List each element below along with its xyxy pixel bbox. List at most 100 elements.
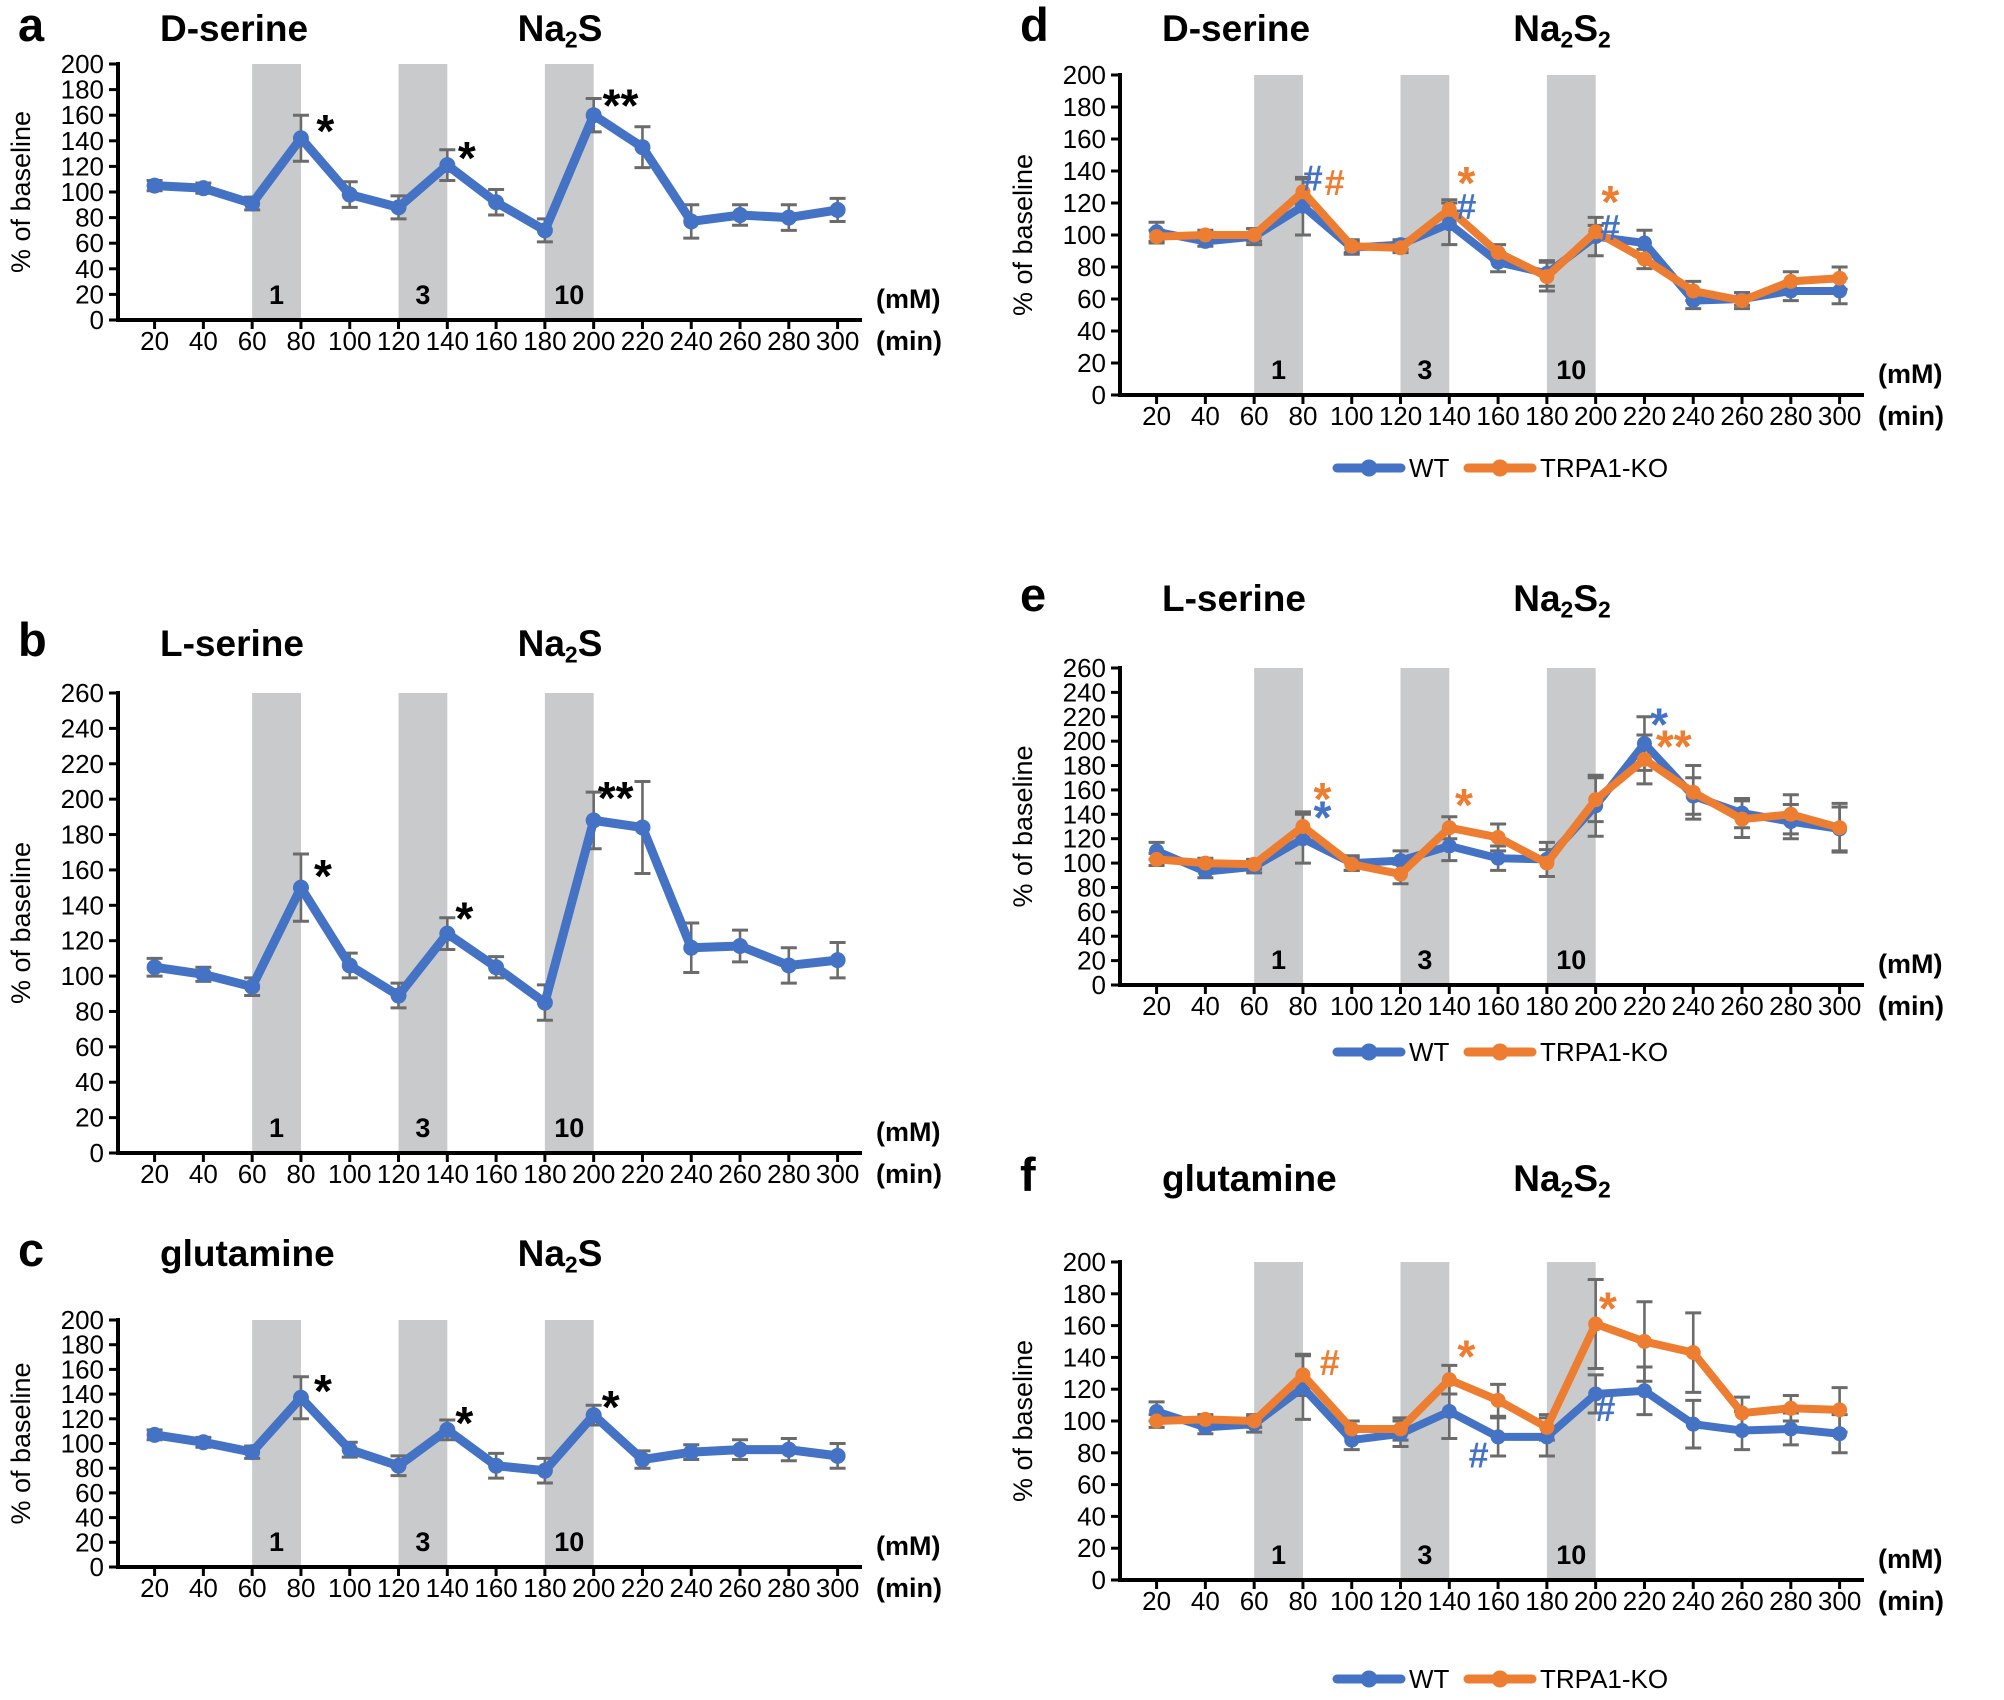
y-tick-label: 180: [1063, 92, 1106, 122]
x-tick-label: 200: [1574, 401, 1617, 431]
y-tick-label: 40: [1077, 1501, 1106, 1531]
band-concentration-label: 10: [554, 280, 584, 310]
data-point: [829, 1447, 846, 1464]
data-point: [1685, 283, 1701, 299]
stimulus-band: [544, 64, 594, 320]
significance-annotations: ** ****: [1314, 699, 1692, 844]
x-tick-label: 80: [286, 326, 315, 356]
data-point: [1295, 184, 1311, 200]
panel-compound-formula: Na2S2: [1513, 1158, 1611, 1203]
stimulus-bands: 1 3 10: [252, 64, 594, 320]
x-tick-label: 40: [1191, 991, 1220, 1021]
significance-marker: *: [316, 105, 334, 157]
y-tick-label: 200: [61, 784, 104, 814]
data-point: [1441, 820, 1457, 836]
data-point: [1344, 856, 1360, 872]
y-tick-label: 160: [61, 855, 104, 885]
x-tick-label: 140: [426, 1573, 469, 1603]
data-point: [1344, 1432, 1360, 1448]
subscript: 2: [1598, 26, 1611, 53]
y-tick-label: 60: [75, 228, 104, 258]
y-tick-label: 260: [61, 678, 104, 708]
y-axis-label: % of baseline: [6, 111, 36, 273]
significance-marker: *: [1650, 699, 1668, 751]
data-point: [244, 1444, 261, 1461]
data-point: [292, 1389, 309, 1406]
data-point: [439, 1421, 456, 1438]
x-tick-label: 180: [523, 326, 566, 356]
panel-compound-formula: Na2S: [517, 623, 603, 668]
data-point: [1832, 270, 1848, 286]
legend-swatch-marker: [1360, 459, 1378, 477]
x-tick-label: 240: [1672, 1586, 1715, 1616]
y-tick-label: 240: [61, 713, 104, 743]
band-concentration-label: 1: [269, 1527, 284, 1557]
x-tick-label: 300: [1818, 401, 1861, 431]
y-tick-label: 260: [1063, 653, 1106, 683]
x-tick-label: 160: [1476, 991, 1519, 1021]
significance-marker: #: [1469, 1434, 1489, 1475]
x-tick-label: 260: [718, 1159, 761, 1189]
legend-label: TRPA1-KO: [1540, 1664, 1668, 1694]
x-tick-label: 60: [1240, 1586, 1269, 1616]
y-tick-label: 40: [1077, 316, 1106, 346]
data-point: [1441, 216, 1457, 232]
y-tick-label: 220: [1063, 702, 1106, 732]
stimulus-band: [1546, 1262, 1596, 1580]
data-point: [1246, 227, 1262, 243]
x-tick-label: 180: [1525, 991, 1568, 1021]
data-point: [1636, 251, 1652, 267]
data-point: [341, 1441, 358, 1458]
panel-analyte-label: L-serine: [160, 623, 304, 664]
concentration-unit-label: (mM): [876, 1117, 940, 1147]
y-tick-label: 160: [1063, 1311, 1106, 1341]
data-point: [1539, 1419, 1555, 1435]
concentration-unit-label: (mM): [876, 1531, 940, 1561]
data-point: [146, 177, 163, 194]
data-point: [634, 139, 651, 156]
significance-marker: #: [1325, 162, 1345, 203]
y-tick-label: 180: [61, 1330, 104, 1360]
x-tick-label: 280: [767, 1159, 810, 1189]
y-tick-label: 120: [1063, 824, 1106, 854]
y-tick-label: 80: [1077, 872, 1106, 902]
y-tick-label: 0: [90, 305, 104, 335]
panel-a-header: a D-serine Na2S: [0, 0, 1002, 52]
subscript: 2: [1598, 1176, 1611, 1203]
x-tick-label: 60: [238, 1159, 267, 1189]
data-point: [341, 957, 358, 974]
band-concentration-label: 1: [1271, 945, 1286, 975]
y-tick-label: 140: [1063, 1342, 1106, 1372]
x-tick-label: 300: [816, 1159, 859, 1189]
x-tick-label: 100: [1330, 401, 1373, 431]
data-point: [732, 207, 749, 224]
y-tick-label: 60: [1077, 1470, 1106, 1500]
x-tick-label: 280: [1769, 1586, 1812, 1616]
y-tick-label: 100: [1063, 220, 1106, 250]
y-tick-label: 140: [61, 126, 104, 156]
time-unit-label: (min): [876, 1159, 942, 1189]
panel-e: e L-serine Na2S2 1 3 10 0 20 40 60 80 100 120 140 1…: [1002, 570, 2004, 1080]
concentration-unit-label: (mM): [1878, 1544, 1942, 1574]
y-tick-label: 200: [1063, 726, 1106, 756]
data-point: [780, 209, 797, 226]
x-tick-label: 100: [328, 326, 371, 356]
panel-a: a D-serine Na2S 1 3 10 0 20 40 60 80 100 120 140 16…: [0, 0, 1002, 372]
y-tick-label: 180: [61, 75, 104, 105]
data-point: [292, 130, 309, 147]
legend-label: WT: [1409, 1664, 1450, 1694]
y-tick-label: 200: [61, 49, 104, 79]
legend-swatch-marker: [1491, 1043, 1509, 1061]
data-point: [1197, 1411, 1213, 1427]
time-unit-label: (min): [876, 326, 942, 356]
x-tick-label: 260: [1720, 1586, 1763, 1616]
legend: WT TRPA1-KO: [1332, 453, 1668, 483]
y-tick-label: 60: [75, 1478, 104, 1508]
x-tick-label: 40: [189, 1159, 218, 1189]
band-concentration-label: 10: [1556, 355, 1586, 385]
data-point: [1295, 198, 1311, 214]
panel-analyte-label: D-serine: [1162, 8, 1311, 49]
